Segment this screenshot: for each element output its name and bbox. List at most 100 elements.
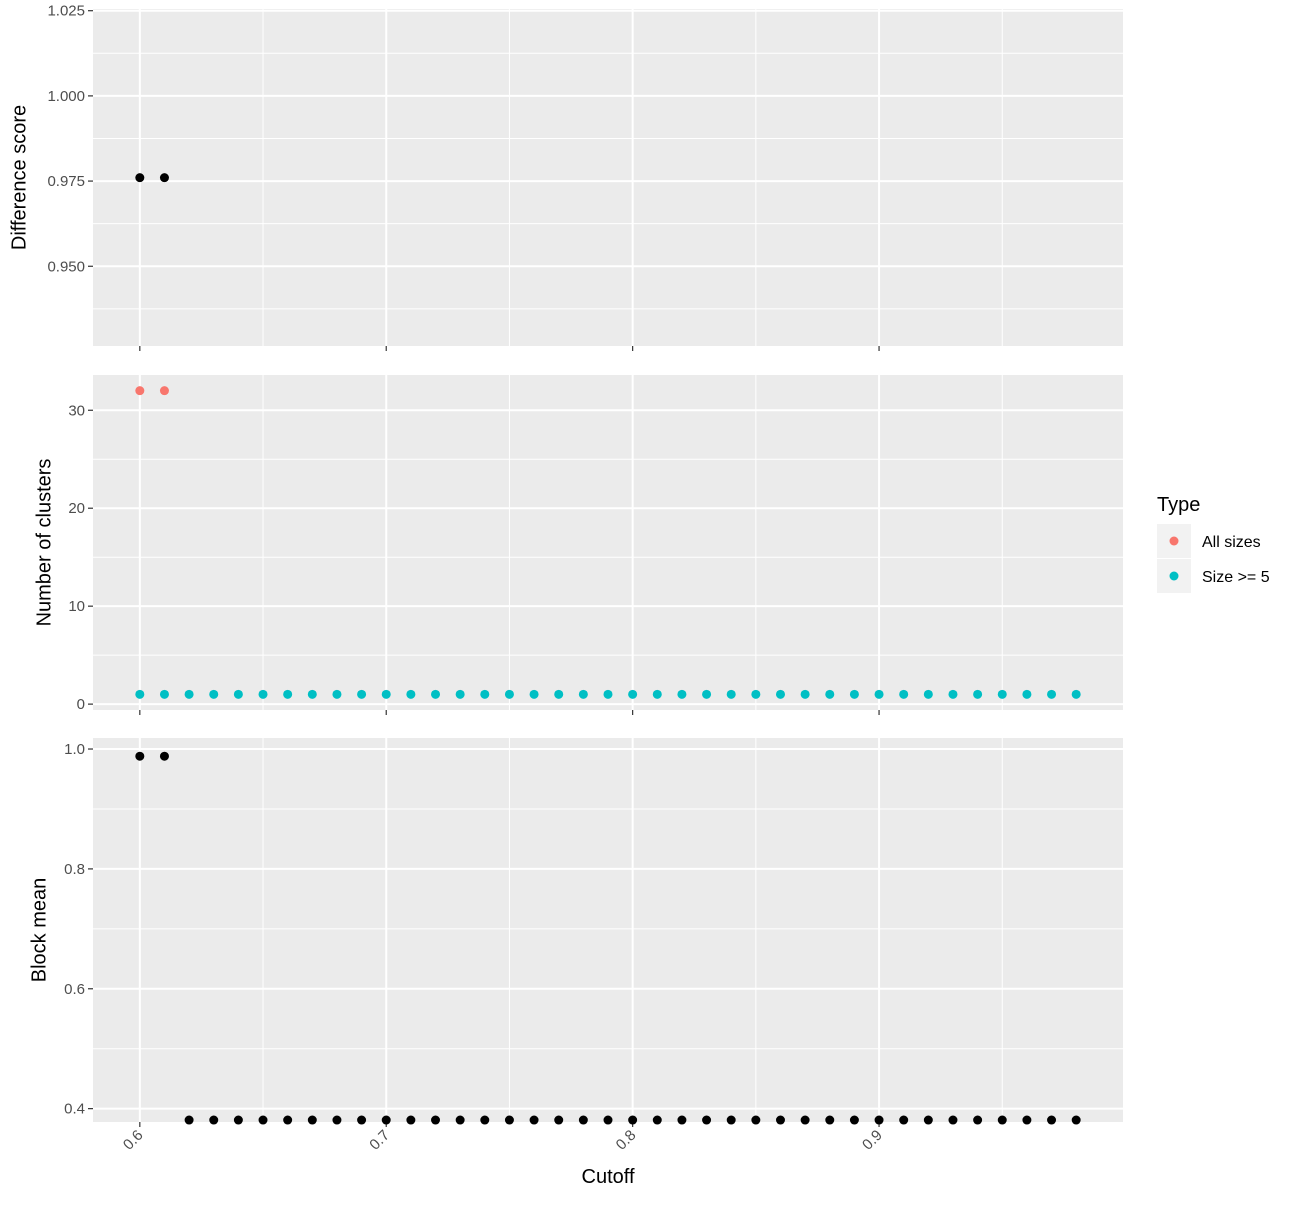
data-point — [825, 689, 835, 699]
data-point — [381, 689, 391, 699]
data-point — [1047, 689, 1057, 699]
data-point — [307, 1115, 317, 1125]
data-point — [357, 689, 367, 699]
data-point — [184, 689, 194, 699]
data-point — [800, 689, 810, 699]
data-point — [923, 689, 933, 699]
data-point — [874, 1115, 884, 1125]
data-point — [283, 689, 293, 699]
data-point — [800, 1115, 810, 1125]
data-point — [702, 689, 712, 699]
panel-background — [93, 9, 1123, 346]
y-tick-label: 1.0 — [64, 741, 85, 758]
data-point — [258, 689, 268, 699]
data-point — [849, 689, 859, 699]
data-point — [431, 1115, 441, 1125]
data-point — [1022, 689, 1032, 699]
data-point — [775, 1115, 785, 1125]
y-tick-label: 0.8 — [64, 861, 85, 878]
data-point — [775, 689, 785, 699]
data-point — [159, 173, 169, 183]
data-point — [1071, 1115, 1081, 1125]
data-point — [529, 689, 539, 699]
data-point — [135, 173, 145, 183]
y-tick-label: 20 — [68, 500, 85, 517]
data-point — [159, 751, 169, 761]
y-tick-label: 1.000 — [47, 88, 85, 105]
data-point — [135, 386, 145, 396]
data-point — [233, 1115, 243, 1125]
data-point — [480, 1115, 490, 1125]
data-point — [159, 689, 169, 699]
data-point — [899, 689, 909, 699]
data-point — [1047, 1115, 1057, 1125]
data-point — [702, 1115, 712, 1125]
data-point — [135, 751, 145, 761]
legend: Type All sizes Size >= 5 — [1157, 494, 1270, 593]
data-point — [578, 1115, 588, 1125]
y-axis-title-number-of-clusters: Number of clusters — [33, 459, 55, 627]
panel-background — [93, 738, 1123, 1122]
data-point — [135, 689, 145, 699]
x-tick-label: 0.8 — [613, 1127, 640, 1154]
data-point — [529, 1115, 539, 1125]
data-point — [258, 1115, 268, 1125]
data-point — [504, 1115, 514, 1125]
data-point — [751, 1115, 761, 1125]
data-point — [849, 1115, 859, 1125]
data-point — [677, 689, 687, 699]
y-tick-label: 10 — [68, 598, 85, 615]
data-point — [332, 689, 342, 699]
data-point — [209, 689, 219, 699]
data-point — [431, 689, 441, 699]
data-point — [480, 689, 490, 699]
data-point — [997, 689, 1007, 699]
legend-label: All sizes — [1202, 534, 1261, 551]
data-point — [726, 1115, 736, 1125]
data-point — [652, 689, 662, 699]
data-point — [628, 1115, 638, 1125]
data-point — [554, 689, 564, 699]
data-point — [997, 1115, 1007, 1125]
x-tick-label: 0.7 — [366, 1127, 393, 1154]
legend-marker — [1169, 571, 1179, 581]
data-point — [923, 1115, 933, 1125]
data-point — [332, 1115, 342, 1125]
data-point — [603, 689, 613, 699]
data-point — [603, 1115, 613, 1125]
data-point — [726, 689, 736, 699]
data-point — [825, 1115, 835, 1125]
data-point — [406, 1115, 416, 1125]
data-point — [899, 1115, 909, 1125]
x-tick-label: 0.6 — [120, 1127, 147, 1154]
data-point — [233, 689, 243, 699]
data-point — [455, 1115, 465, 1125]
y-tick-label: 0.975 — [47, 173, 85, 190]
data-point — [209, 1115, 219, 1125]
data-point — [307, 689, 317, 699]
panel-block-mean: 0.4 0.6 0.8 1.0 Block mean — [28, 738, 1123, 1127]
data-point — [455, 689, 465, 699]
y-tick-label: 1.025 — [47, 3, 85, 20]
data-point — [1071, 689, 1081, 699]
panel-difference-score: 0.950 0.975 1.000 1.025 Difference score — [8, 3, 1123, 351]
data-point — [948, 1115, 958, 1125]
data-point — [184, 1115, 194, 1125]
data-point — [973, 1115, 983, 1125]
data-point — [677, 1115, 687, 1125]
data-point — [283, 1115, 293, 1125]
data-point — [159, 386, 169, 396]
y-tick-label: 0.4 — [64, 1101, 85, 1118]
y-axis-title-block-mean: Block mean — [28, 878, 50, 983]
y-tick-label: 0 — [77, 696, 85, 713]
y-axis-title-difference-score: Difference score — [8, 105, 30, 250]
data-point — [504, 689, 514, 699]
legend-marker — [1169, 536, 1179, 546]
data-point — [406, 689, 416, 699]
data-point — [652, 1115, 662, 1125]
data-point — [751, 689, 761, 699]
x-tick-label: 0.9 — [859, 1127, 886, 1154]
data-point — [578, 689, 588, 699]
